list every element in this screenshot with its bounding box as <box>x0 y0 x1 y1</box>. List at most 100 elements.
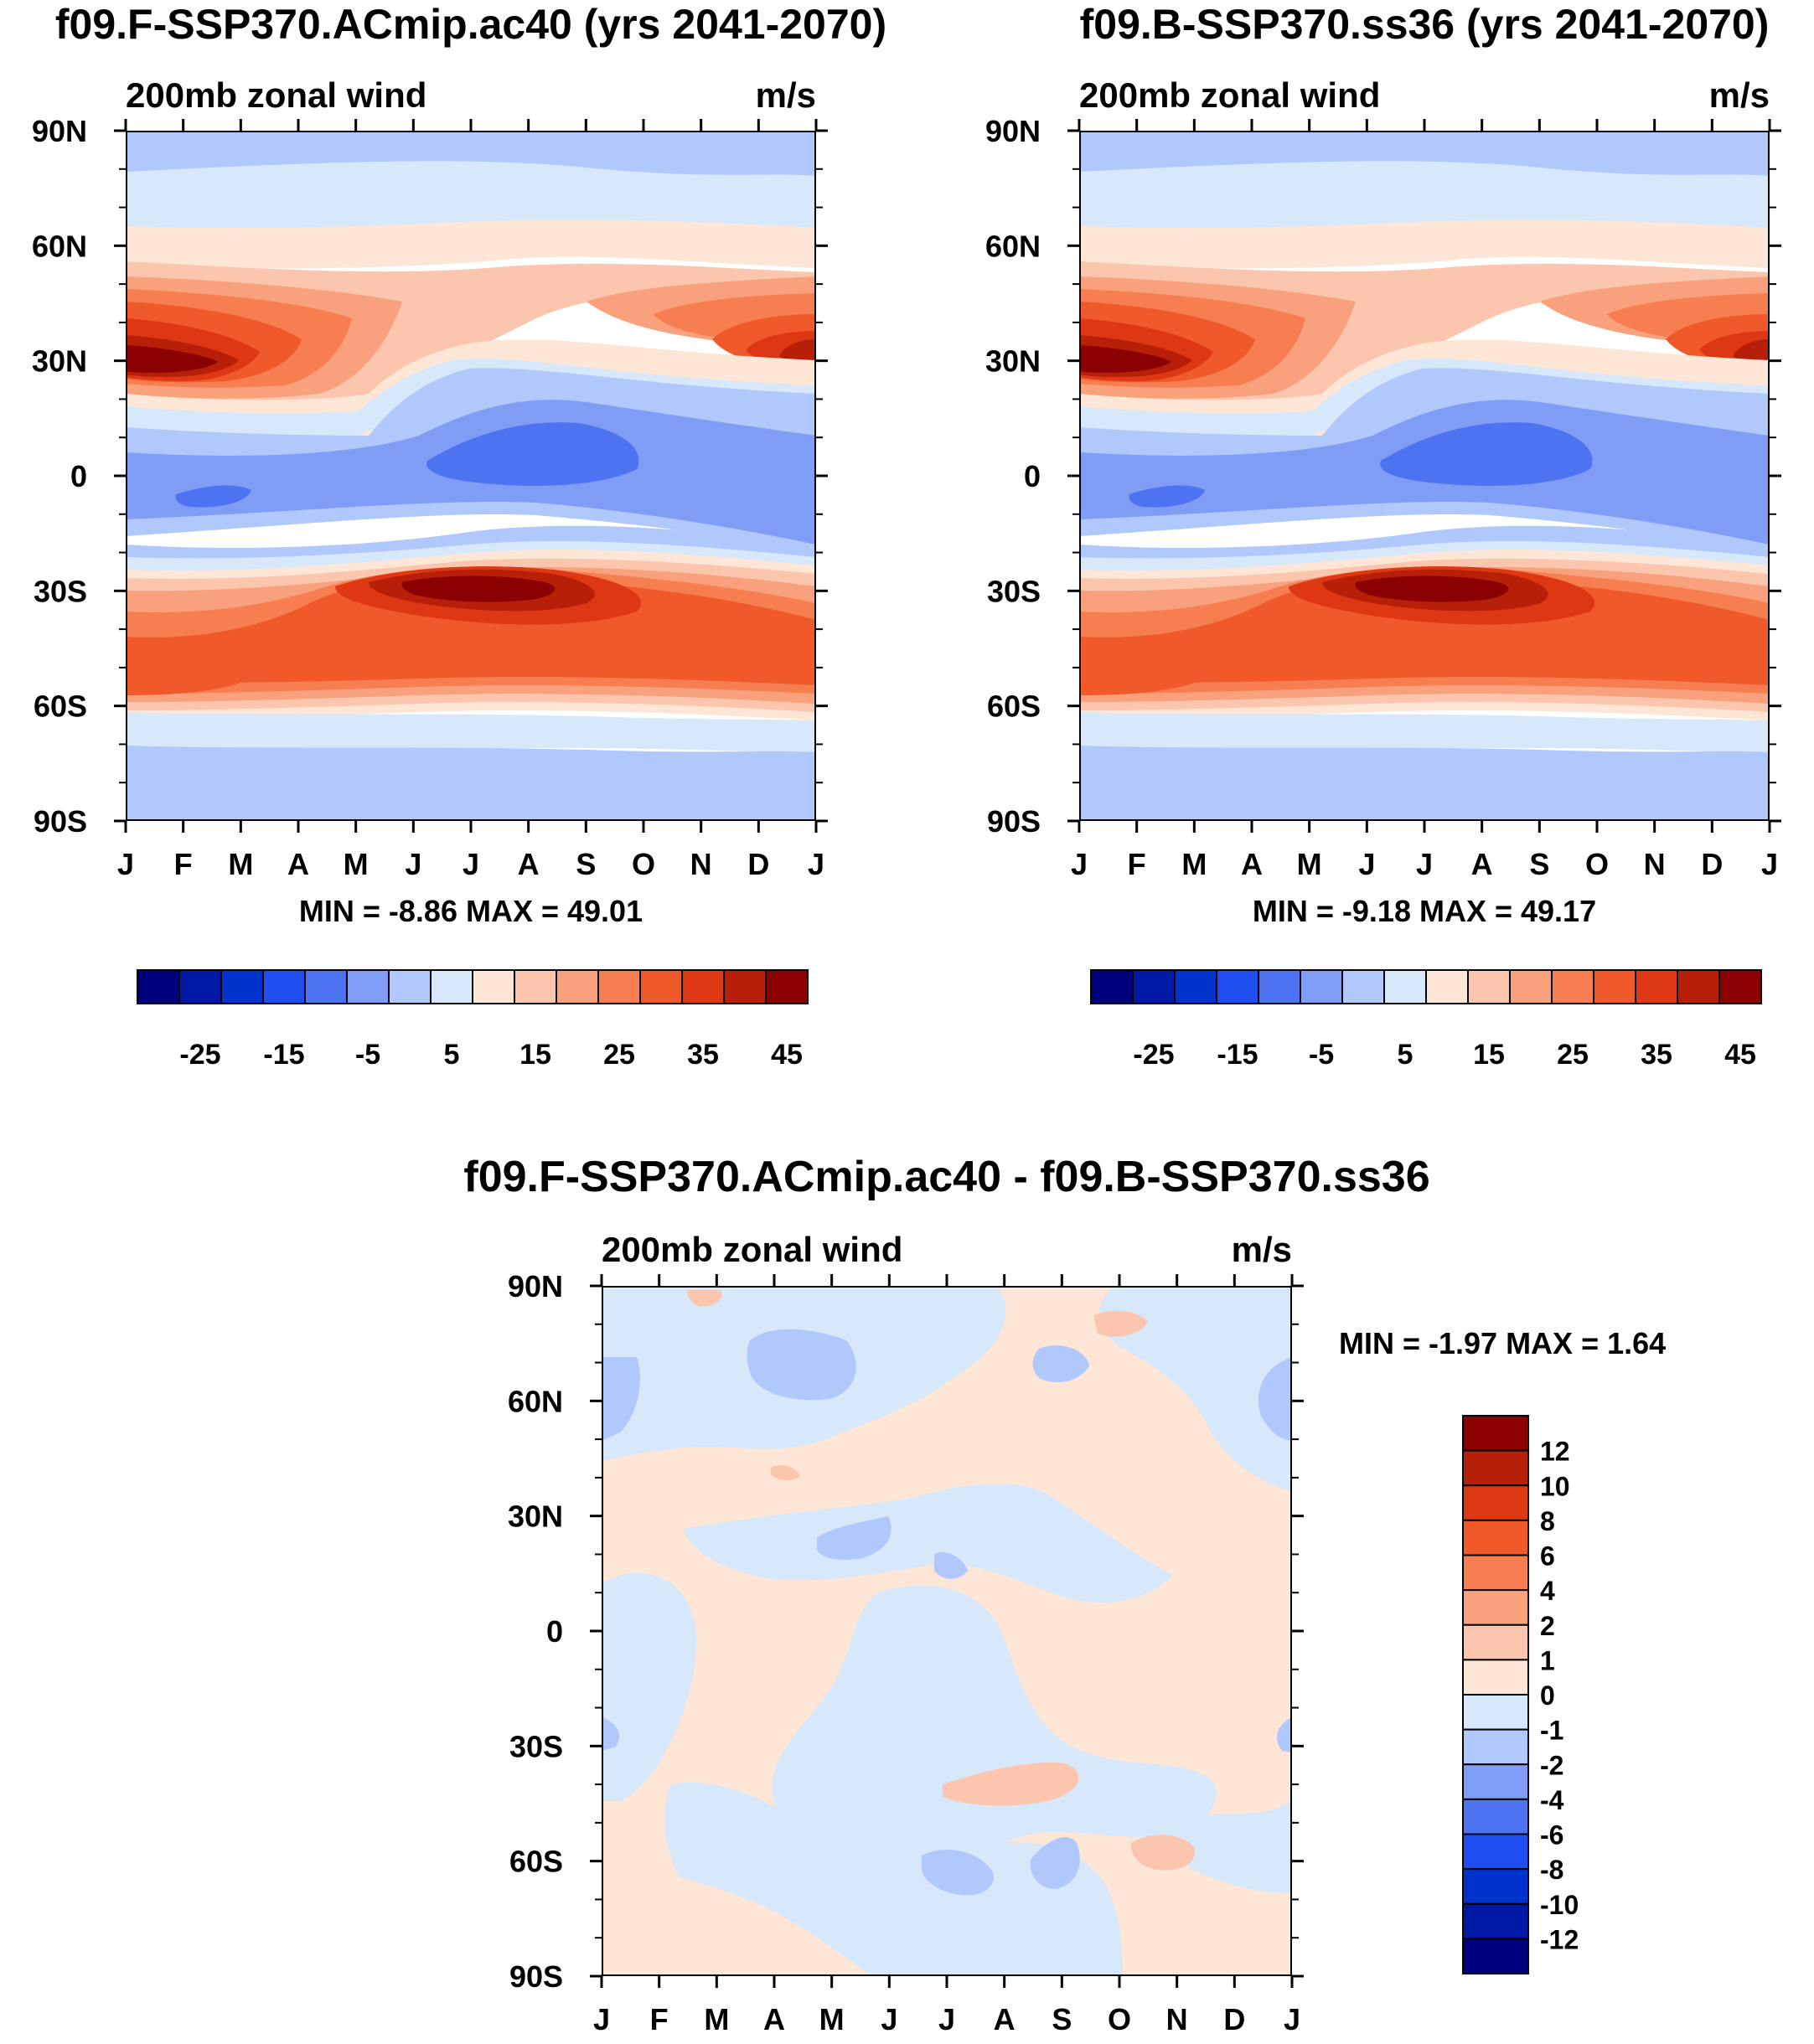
panel-b-colorbar-label: 5 <box>1398 1039 1413 1071</box>
panel-a-xtick-label: M <box>344 847 369 881</box>
panel-c-colorbar-label: 10 <box>1540 1471 1570 1501</box>
panel-c-colorbar-swatch <box>1462 1938 1529 1974</box>
panel-c-colorbar-label: 2 <box>1540 1611 1555 1641</box>
panel-a-colorbar: -25 -15 -5 5 15 25 35 45 <box>137 969 809 1071</box>
panel-a: f09.F-SSP370.ACmip.ac40 (yrs 2041-2070) … <box>32 1 886 1071</box>
panel-a-colorbar-label: 5 <box>444 1039 460 1071</box>
band-a-midlat-n-1 <box>126 219 816 269</box>
panel-b-colorbar-swatch <box>1341 969 1385 1004</box>
diff-pos-2-a <box>1093 1310 1148 1337</box>
diff-neg-2-a <box>747 1329 856 1401</box>
panel-c-colorbar-swatch <box>1462 1659 1529 1696</box>
panel-b-colorbar-swatch <box>1677 969 1720 1004</box>
panel-b-colorbar-swatch <box>1635 969 1678 1004</box>
panel-c-title: f09.F-SSP370.ACmip.ac40 - f09.B-SSP370.s… <box>463 1153 1429 1201</box>
panel-c-colorbar-swatch <box>1462 1623 1529 1661</box>
panel-a-colorbar-label: 35 <box>687 1039 719 1071</box>
panel-c-subtitle: 200mb zonal wind <box>602 1230 902 1269</box>
panel-b-title: f09.B-SSP370.ss36 (yrs 2041-2070) <box>1080 1 1770 48</box>
panel-b-xtick-label: J <box>1761 847 1778 881</box>
panel-c-colorbar-label: 0 <box>1540 1680 1555 1711</box>
panel-b-xtick-label: S <box>1529 847 1549 881</box>
panel-c-colorbar-label: -8 <box>1540 1855 1563 1885</box>
diff-neg-2-g <box>922 1849 994 1896</box>
panel-a-colorbar-swatch <box>681 969 725 1004</box>
band-a-highlat-n <box>126 161 816 235</box>
panel-a-colorbar-swatch <box>304 969 348 1004</box>
panel-c-colorbar-label: -4 <box>1540 1785 1564 1815</box>
panel-a-xtick-label: J <box>117 847 134 881</box>
panel-b-colorbar-label: 45 <box>1724 1039 1756 1071</box>
diff-pos-2-e <box>687 1290 722 1307</box>
band-b-midlat-n-1 <box>1079 219 1770 269</box>
diff-neg-2-e <box>817 1516 891 1560</box>
band-b-nh-jet-core <box>1079 345 1171 373</box>
panel-b-xtick-label: M <box>1297 847 1322 881</box>
panel-a-colorbar-swatch <box>472 969 515 1004</box>
panel-c-colorbar-swatch <box>1462 1415 1529 1452</box>
panel-c-colorbar-swatch <box>1462 1484 1529 1521</box>
panel-b-colorbar-swatch <box>1593 969 1636 1004</box>
panel-c-field <box>602 1286 1292 1976</box>
panel-c-colorbar-label: 6 <box>1540 1541 1555 1572</box>
panel-c-colorbar-label: -10 <box>1540 1890 1579 1920</box>
panel-a-colorbar-swatch <box>178 969 222 1004</box>
panel-c-colorbar-label: -2 <box>1540 1750 1563 1780</box>
panel-a-title: f09.F-SSP370.ACmip.ac40 (yrs 2041-2070) <box>55 1 886 48</box>
band-a-sh-jet-flank <box>126 645 268 695</box>
panel-b-colorbar-swatch <box>1383 969 1427 1004</box>
panel-a-colorbar-swatch <box>639 969 683 1004</box>
diff-neg-2-j <box>1276 1717 1292 1752</box>
panel-b-ytick-label: 30N <box>985 344 1041 379</box>
panel-c-xtick-label: J <box>938 2002 955 2036</box>
band-b-tropics-4 <box>1380 422 1593 486</box>
panel-b-colorbar-label: 35 <box>1641 1039 1672 1071</box>
panel-a-units: m/s <box>756 75 816 115</box>
panel-b-colorbar-swatch <box>1467 969 1511 1004</box>
panel-a-colorbar-swatch <box>514 969 557 1004</box>
band-a-nh-jet-5b <box>779 339 816 364</box>
panel-a-ytick-label: 0 <box>70 459 87 493</box>
panel-b-ytick-label: 60N <box>985 229 1041 263</box>
band-a-tropics-4 <box>426 422 639 486</box>
panel-c-colorbar-label: 4 <box>1540 1576 1555 1606</box>
panel-a-colorbar-swatch <box>556 969 599 1004</box>
panel-a-colorbar-label: 45 <box>771 1039 803 1071</box>
panel-b-field <box>1079 131 1770 821</box>
panel-b-xtick-label: J <box>1071 847 1088 881</box>
diff-neg-highlat-n2 <box>1098 1286 1292 1491</box>
panel-c-xtick-label: A <box>994 2002 1016 2036</box>
panel-c-colorbar-swatch <box>1462 1694 1529 1731</box>
diff-neg-central <box>772 1585 1217 1887</box>
panel-b-xtick-label: M <box>1181 847 1207 881</box>
band-b-polar-s-1 <box>1079 712 1770 754</box>
panel-c-ytick-label: 0 <box>546 1614 563 1649</box>
panel-a-xtick-label: D <box>747 847 769 881</box>
panel-b-xtick-label: A <box>1241 847 1263 881</box>
panel-c-axis-y: 90N 60N 30N 0 30S 60S 90S <box>508 1269 1304 1994</box>
band-b-nh-jet-5b <box>1733 339 1770 364</box>
panel-a-xtick-label: F <box>174 847 193 881</box>
diff-neg-2-h <box>1030 1836 1080 1889</box>
panel-c-xtick-label: D <box>1223 2002 1245 2036</box>
panel-c-colorbar-label: -12 <box>1540 1924 1579 1954</box>
panel-a-xtick-label: J <box>405 847 421 881</box>
panel-a-ytick-label: 60S <box>34 689 87 724</box>
panel-b-xtick-label: F <box>1128 847 1146 881</box>
panel-b-colorbar-swatch <box>1425 969 1469 1004</box>
band-a-polar-s-2 <box>126 746 816 821</box>
diff-neg-2-c <box>1258 1357 1292 1441</box>
panel-c-colorbar-label: 12 <box>1540 1437 1570 1467</box>
panel-c-xtick-label: J <box>1284 2002 1300 2036</box>
panel-a-xtick-label: O <box>632 847 655 881</box>
panel-b-ytick-label: 90S <box>987 804 1041 839</box>
panel-b-subtitle: 200mb zonal wind <box>1079 75 1380 115</box>
panel-b-colorbar-label: -25 <box>1133 1039 1174 1071</box>
band-a-sh-core <box>401 576 556 602</box>
panel-b-xtick-label: A <box>1471 847 1493 881</box>
diff-neg-2-d <box>1032 1345 1089 1382</box>
panel-a-colorbar-swatch <box>346 969 390 1004</box>
panel-c-colorbar-label: -6 <box>1540 1820 1563 1850</box>
